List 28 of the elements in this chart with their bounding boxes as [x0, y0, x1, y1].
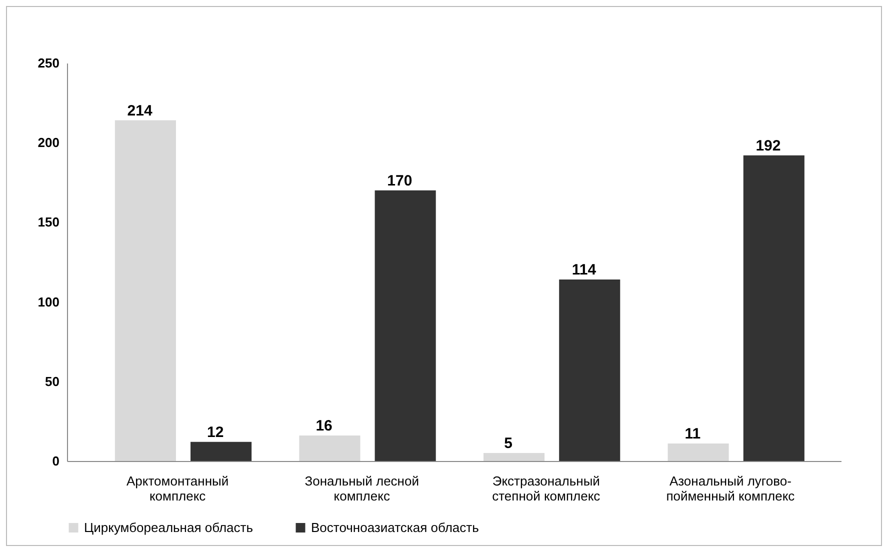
x-tick-label: Экстразональный степной комплекс [492, 474, 601, 504]
data-label: 170 [387, 172, 412, 190]
data-label: 11 [684, 425, 701, 442]
bar [743, 155, 804, 461]
bar [668, 443, 729, 461]
y-tick-label: 150 [38, 214, 60, 230]
y-tick-label: 100 [38, 294, 60, 310]
y-tick-label: 0 [52, 454, 60, 468]
x-tick-label: Азональный лугово-пойменный комплекс [666, 474, 796, 504]
data-label: 16 [316, 418, 332, 435]
bar [114, 120, 176, 461]
data-label: 12 [207, 424, 224, 441]
y-tick-label: 250 [38, 56, 60, 70]
x-tick-label: Зональный лесной комплекс [304, 474, 419, 504]
bar [299, 436, 360, 461]
bar [190, 442, 252, 461]
legend-label: Восточноазиатская область [311, 520, 480, 535]
data-label: 5 [504, 435, 513, 452]
legend-label: Циркумбореальная область [84, 520, 254, 535]
bar [483, 453, 545, 461]
y-tick-label: 200 [38, 135, 60, 150]
x-tick-label: Арктомонтанный комплекс [126, 474, 229, 504]
data-label: 214 [127, 102, 153, 120]
data-label: 114 [572, 262, 597, 279]
bar [374, 190, 436, 461]
bar [559, 280, 620, 461]
y-tick-label: 50 [45, 374, 60, 389]
data-label: 192 [756, 137, 781, 154]
